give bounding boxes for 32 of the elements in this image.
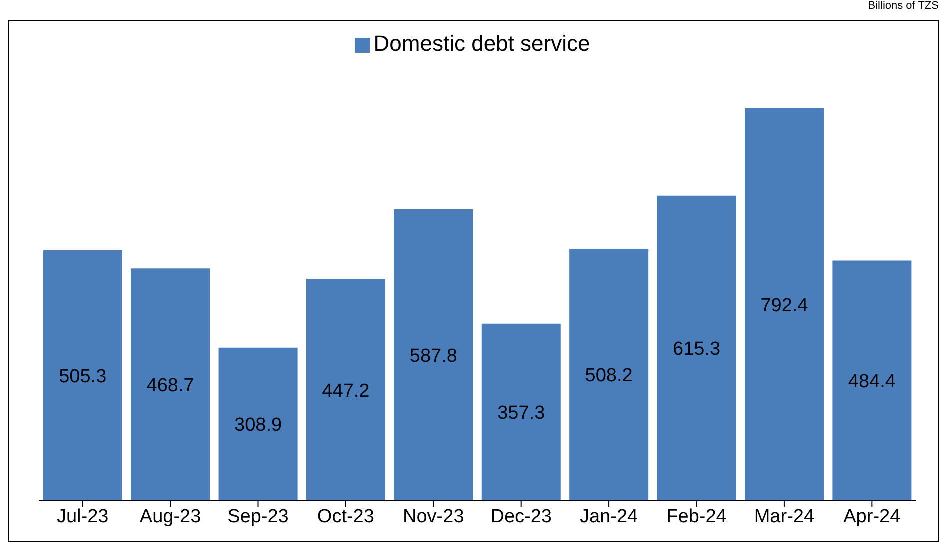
data-label: 615.3 bbox=[673, 339, 721, 360]
legend-label: Domestic debt service bbox=[374, 31, 590, 56]
x-tick-label: Sep-23 bbox=[228, 506, 289, 528]
data-label: 484.4 bbox=[848, 372, 896, 393]
x-tick-label: Jan-24 bbox=[580, 506, 639, 528]
x-tick-label: Aug-23 bbox=[140, 506, 202, 528]
data-label: 308.9 bbox=[234, 415, 282, 436]
x-tick-label: Mar-24 bbox=[754, 506, 815, 528]
x-tick-label: Feb-24 bbox=[666, 506, 728, 528]
bar bbox=[218, 348, 298, 501]
bar bbox=[394, 210, 474, 501]
data-label: 792.4 bbox=[760, 295, 809, 316]
data-label: 587.8 bbox=[410, 346, 458, 368]
bar bbox=[832, 260, 912, 501]
x-tick-label: Jul-23 bbox=[56, 506, 109, 528]
data-label: 468.7 bbox=[146, 376, 194, 397]
bar bbox=[131, 268, 210, 501]
bar bbox=[657, 196, 736, 501]
text: Billions of TZS bbox=[868, 0, 939, 12]
data-label: 357.3 bbox=[498, 403, 546, 424]
bar bbox=[43, 250, 122, 501]
data-label: 508.2 bbox=[585, 366, 633, 387]
data-label: 447.2 bbox=[322, 380, 370, 402]
x-tick-label: Nov-23 bbox=[403, 506, 464, 528]
x-tick-label: Apr-24 bbox=[844, 506, 902, 528]
bar bbox=[306, 279, 386, 501]
bar bbox=[744, 108, 824, 501]
x-tick-label: Oct-23 bbox=[317, 506, 374, 528]
bar bbox=[570, 249, 649, 501]
data-label: 505.3 bbox=[59, 366, 107, 388]
x-tick-label: Dec-23 bbox=[490, 506, 552, 528]
bar bbox=[482, 324, 561, 501]
